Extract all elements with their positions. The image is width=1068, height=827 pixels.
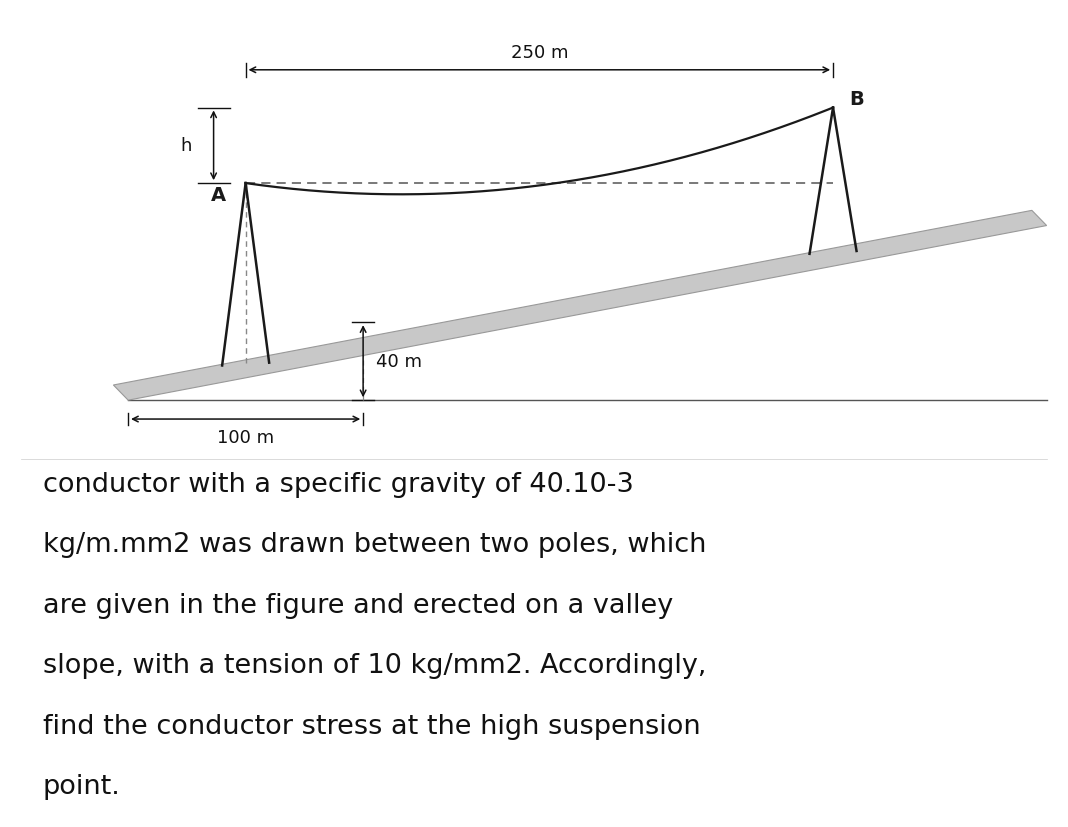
Text: h: h xyxy=(180,137,192,155)
Text: A: A xyxy=(211,185,226,204)
Text: find the conductor stress at the high suspension: find the conductor stress at the high su… xyxy=(43,713,701,739)
Polygon shape xyxy=(113,211,1047,401)
Text: conductor with a specific gravity of 40.10-3: conductor with a specific gravity of 40.… xyxy=(43,471,633,497)
Text: 40 m: 40 m xyxy=(376,353,422,370)
Text: point.: point. xyxy=(43,773,121,799)
Text: 100 m: 100 m xyxy=(217,428,274,446)
Text: slope, with a tension of 10 kg/mm2. Accordingly,: slope, with a tension of 10 kg/mm2. Acco… xyxy=(43,653,706,678)
Text: 250 m: 250 m xyxy=(511,45,568,62)
Text: B: B xyxy=(849,89,864,108)
Text: kg/m.mm2 was drawn between two poles, which: kg/m.mm2 was drawn between two poles, wh… xyxy=(43,532,706,557)
Text: are given in the figure and erected on a valley: are given in the figure and erected on a… xyxy=(43,592,673,618)
